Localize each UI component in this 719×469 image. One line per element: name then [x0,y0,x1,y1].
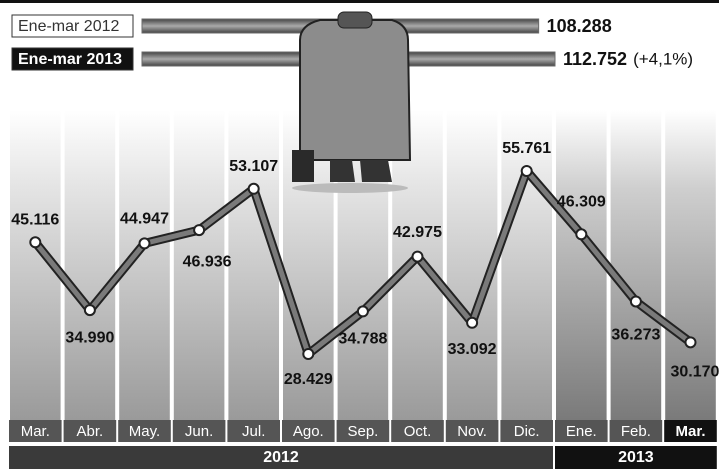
bar-value: 112.752 [563,49,627,69]
column [556,110,607,420]
point [576,229,586,239]
point [522,166,532,176]
point [413,252,423,262]
x-tick-label: Nov. [457,423,487,440]
value-label: 30.170 [671,364,719,381]
value-label: 36.273 [611,327,660,344]
column [611,110,662,420]
value-label: 42.975 [393,224,442,241]
point [467,318,477,328]
value-label: 53.107 [229,158,278,175]
value-label: 46.309 [557,194,606,211]
value-label: 46.936 [183,253,232,270]
point [30,237,40,247]
year-label: 2013 [618,449,654,466]
x-tick-label: Sep. [347,423,378,440]
x-tick-label: Abr. [77,423,104,440]
bar-label: Ene-mar 2013 [18,51,122,68]
x-tick-label: Dic. [514,423,540,440]
bar-label: Ene-mar 2012 [18,18,119,35]
column [228,110,279,420]
chart: Ene-mar 2012 108.288 Ene-mar 2013 112.752 (+… [0,0,719,469]
point [303,349,313,359]
x-tick-label: May. [129,423,160,440]
x-tick-label: Ago. [293,423,324,440]
point [358,306,368,316]
x-tick-label: Jul. [242,423,265,440]
value-label: 45.116 [11,211,59,228]
point [631,296,641,306]
value-label: 33.092 [448,341,497,358]
point [249,184,259,194]
annotation: (+4,1%) [633,49,693,68]
x-tick-label: Oct. [404,423,432,440]
column [65,110,116,420]
value-label: 34.788 [338,331,387,348]
point [686,337,696,347]
x-tick-label: Mar. [675,423,705,440]
x-tick-label: Mar. [21,423,50,440]
value-label: 44.947 [120,211,169,228]
x-tick-label: Jun. [185,423,213,440]
year-label: 2012 [263,449,299,466]
point [194,225,204,235]
value-label: 55.761 [502,140,551,157]
value-label: 34.990 [65,329,114,346]
point [140,238,150,248]
x-tick-label: Feb. [621,423,651,440]
bar-value: 108.288 [547,16,612,36]
x-tick-label: Ene. [566,423,597,440]
value-label: 28.429 [284,371,333,388]
top-rule [0,0,719,3]
point [85,305,95,315]
